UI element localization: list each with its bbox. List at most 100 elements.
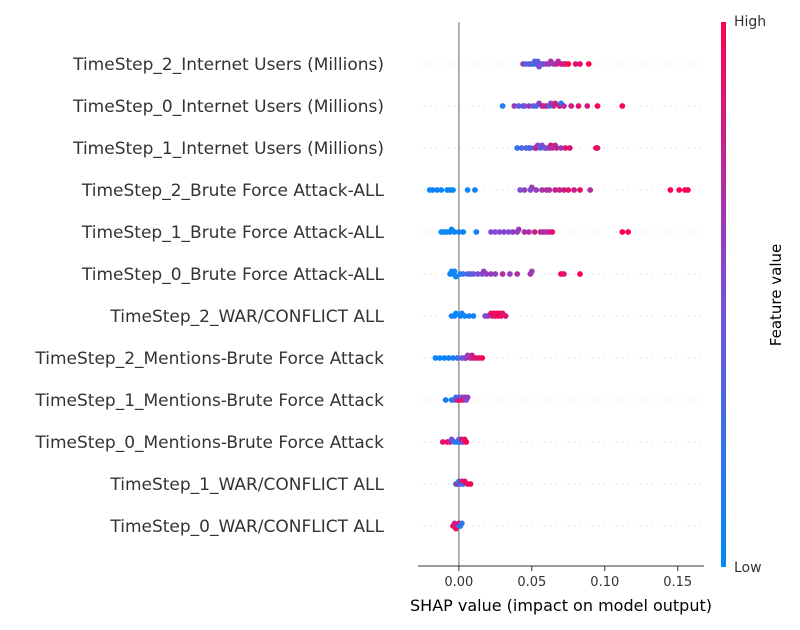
shap-point xyxy=(619,103,626,109)
shap-point xyxy=(528,184,535,191)
shap-point xyxy=(456,229,462,235)
shap-point xyxy=(533,187,540,193)
shap-point xyxy=(565,61,572,67)
shap-point xyxy=(676,187,683,193)
shap-point xyxy=(556,187,563,193)
shap-point xyxy=(437,355,443,361)
shap-point xyxy=(585,61,592,67)
shap-point xyxy=(594,145,601,151)
x-tick-label: 0.15 xyxy=(663,575,692,590)
shap-point xyxy=(514,271,521,277)
shap-point xyxy=(454,355,461,361)
shap-point xyxy=(531,229,538,235)
shap-point xyxy=(499,271,506,277)
x-tick-label: 0.05 xyxy=(517,575,546,590)
shap-point xyxy=(584,103,591,109)
shap-point xyxy=(451,268,458,275)
shap-point xyxy=(505,229,512,235)
shap-point xyxy=(488,229,494,235)
shap-point xyxy=(553,145,560,151)
shap-point xyxy=(445,355,452,361)
shap-point xyxy=(464,394,471,401)
feature-label: TimeStep_0_Mentions-Brute Force Attack xyxy=(34,433,384,453)
feature-label: TimeStep_1_Mentions-Brute Force Attack xyxy=(34,391,384,411)
shap-point xyxy=(515,103,522,109)
x-axis: 0.00 0.05 0.10 0.15 xyxy=(418,565,704,590)
shap-point xyxy=(549,229,556,235)
shap-point xyxy=(577,61,583,67)
shap-point xyxy=(571,187,577,193)
feature-label: TimeStep_0_Internet Users (Millions) xyxy=(72,97,384,117)
feature-labels: TimeStep_2_Internet Users (Millions) Time… xyxy=(34,55,384,537)
shap-point xyxy=(667,187,674,193)
shap-point xyxy=(577,187,583,193)
shap-point xyxy=(558,145,564,151)
colorbar-gradient xyxy=(721,22,726,567)
shap-point xyxy=(470,313,477,319)
shap-point xyxy=(453,273,459,280)
feature-label: TimeStep_2_Internet Users (Millions) xyxy=(72,55,384,75)
shap-point xyxy=(507,271,513,277)
shap-point xyxy=(473,229,480,235)
shap-point xyxy=(527,145,534,151)
shap-point xyxy=(552,100,559,107)
x-tick-label: 0.10 xyxy=(590,575,619,590)
feature-label: TimeStep_2_Mentions-Brute Force Attack xyxy=(34,349,384,369)
shap-point xyxy=(479,355,486,361)
shap-point xyxy=(460,271,467,277)
shap-point xyxy=(451,520,458,527)
shap-point xyxy=(460,229,467,235)
shap-point xyxy=(561,271,567,277)
shap-point xyxy=(470,271,477,277)
shap-point xyxy=(539,187,545,193)
shap-point xyxy=(450,187,456,193)
shap-point xyxy=(526,103,532,109)
shap-point xyxy=(434,187,440,193)
shap-point xyxy=(625,229,631,235)
shap-point xyxy=(441,355,448,361)
shap-point xyxy=(511,103,518,109)
shap-point xyxy=(565,187,572,193)
shap-point xyxy=(502,313,509,319)
colorbar-low-label: Low xyxy=(734,560,762,576)
shap-point xyxy=(499,103,506,109)
x-axis-title: SHAP value (impact on model output) xyxy=(410,596,712,615)
shap-point xyxy=(474,271,481,277)
shap-point xyxy=(464,187,471,193)
shap-point xyxy=(594,103,601,109)
shap-point xyxy=(509,229,516,235)
feature-label: TimeStep_0_WAR/CONFLICT ALL xyxy=(109,517,384,537)
shap-point xyxy=(517,187,523,193)
shap-point xyxy=(568,103,575,109)
feature-label: TimeStep_2_Brute Force Attack-ALL xyxy=(81,181,385,201)
shap-point xyxy=(575,103,582,109)
shap-point xyxy=(450,355,456,361)
shap-point xyxy=(514,145,521,151)
shap-point xyxy=(458,520,465,527)
shap-point xyxy=(552,187,559,193)
shap-point xyxy=(587,187,594,193)
shap-point xyxy=(521,187,528,193)
shap-point xyxy=(572,61,579,67)
feature-label: TimeStep_1_Brute Force Attack-ALL xyxy=(81,223,385,243)
shap-point xyxy=(492,271,499,277)
colorbar: High Low Feature value xyxy=(721,14,785,576)
shap-point xyxy=(432,355,439,361)
shap-point xyxy=(577,271,583,277)
scatter-points xyxy=(426,58,691,532)
shap-point xyxy=(442,397,449,403)
shap-point xyxy=(546,187,553,193)
shap-point xyxy=(619,229,626,235)
shap-point xyxy=(561,103,567,109)
row-gridlines xyxy=(418,63,704,527)
shap-point xyxy=(466,313,472,319)
feature-label: TimeStep_1_Internet Users (Millions) xyxy=(72,139,384,159)
shap-point xyxy=(472,187,478,193)
shap-point xyxy=(526,229,532,235)
shap-point xyxy=(566,145,573,151)
shap-point xyxy=(521,103,528,109)
shap-point xyxy=(561,187,567,193)
shap-point xyxy=(496,229,503,235)
shap-point xyxy=(492,229,499,235)
